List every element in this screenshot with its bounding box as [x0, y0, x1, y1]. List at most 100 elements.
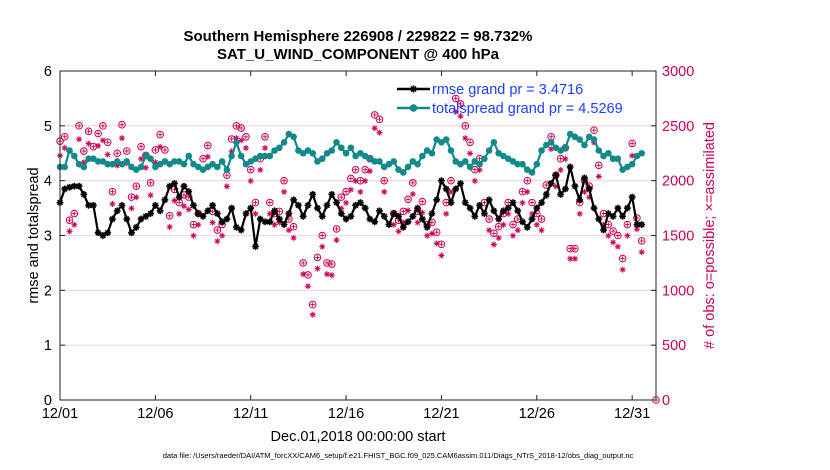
x-tick-label: 12/21 — [423, 406, 459, 422]
spread-point — [581, 141, 588, 149]
spread-point — [85, 155, 92, 163]
obs-assimilated-markers — [57, 108, 645, 318]
obs-possible-point — [485, 215, 493, 223]
obs-assimilated-point — [104, 151, 111, 158]
obs-assimilated-point — [409, 191, 416, 198]
obs-possible-point — [132, 182, 141, 190]
obs-possible-point — [418, 197, 427, 206]
obs-assimilated-point — [257, 166, 264, 173]
rmse-point — [213, 210, 221, 217]
obs-assimilated-point — [595, 173, 602, 180]
obs-assimilated-point — [343, 199, 350, 206]
rmse-point — [471, 212, 479, 220]
rmse-point — [428, 210, 436, 217]
rmse-point — [466, 204, 474, 212]
spread-point — [490, 138, 498, 146]
spread-point — [123, 158, 131, 165]
obs-assimilated-point — [447, 188, 454, 195]
spread-point — [261, 152, 269, 160]
obs-possible-point — [461, 122, 470, 130]
obs-assimilated-point — [324, 271, 331, 278]
rmse-point — [519, 218, 526, 226]
obs-assimilated-point — [490, 241, 497, 248]
obs-possible-point — [637, 237, 646, 245]
obs-possible-point — [94, 129, 102, 138]
obs-assimilated-point — [109, 200, 116, 207]
rmse-point — [614, 204, 622, 212]
obs-assimilated-point — [300, 271, 307, 278]
obs-possible-point — [213, 226, 222, 234]
spread-point — [390, 158, 398, 165]
x-tick-label: 12/01 — [42, 406, 78, 422]
rmse-point — [280, 221, 288, 228]
obs-assimilated-point — [381, 188, 388, 195]
rmse-point — [309, 190, 317, 198]
spread-point — [457, 160, 464, 168]
obs-assimilated-point — [247, 177, 254, 184]
rmse-point — [409, 212, 417, 220]
obs-assimilated-point — [285, 227, 292, 234]
spread-point — [295, 147, 302, 154]
spread-point — [104, 160, 111, 168]
obs-possible-point — [409, 179, 417, 187]
rmse-point — [123, 215, 131, 223]
rmse-point — [390, 210, 398, 217]
obs-assimilated-point — [95, 142, 102, 149]
spread-point — [452, 158, 460, 165]
spread-point — [299, 149, 307, 157]
rmse-point — [371, 218, 379, 226]
obs-possible-point — [614, 231, 622, 240]
rmse-point — [256, 215, 264, 223]
obs-possible-point — [232, 122, 241, 130]
obs-assimilated-point — [195, 221, 202, 228]
x-tick-label: 12/06 — [137, 406, 173, 422]
obs-assimilated-point — [405, 207, 412, 214]
obs-possible-point — [318, 231, 327, 240]
spread-point — [256, 152, 264, 160]
obs-possible-point — [332, 225, 341, 233]
rmse-point — [156, 207, 164, 215]
spread-point — [628, 160, 636, 168]
rmse-point — [442, 185, 450, 193]
spread-point — [409, 158, 417, 165]
spread-point — [75, 160, 83, 168]
obs-possible-point — [528, 198, 536, 207]
x-axis-label: Dec.01,2018 00:00:00 start — [271, 429, 446, 445]
obs-possible-point — [337, 193, 346, 201]
rmse-point — [304, 201, 312, 209]
obs-assimilated-point — [214, 238, 221, 245]
rmse-point — [447, 199, 455, 206]
y-right-tick-label: 3000 — [662, 64, 694, 80]
spread-point — [495, 149, 502, 157]
legend: rmse grand pr = 3.4716 totalspread grand… — [397, 82, 623, 117]
rmse-point — [142, 212, 150, 220]
obs-assimilated-point — [309, 311, 316, 318]
rmse-point — [80, 190, 88, 198]
obs-possible-point — [80, 147, 88, 155]
obs-assimilated-point — [281, 188, 288, 195]
obs-assimilated-point — [185, 206, 192, 213]
spread-point — [538, 147, 545, 154]
rmse-point — [190, 201, 197, 209]
obs-assimilated-point — [128, 205, 135, 212]
obs-assimilated-point — [514, 227, 521, 234]
rmse-point — [609, 212, 617, 220]
spread-point — [466, 163, 474, 171]
obs-assimilated-point — [500, 221, 507, 228]
obs-assimilated-point — [209, 219, 216, 226]
rmse-point — [552, 171, 560, 179]
spread-point — [252, 155, 259, 163]
obs-assimilated-point — [624, 232, 631, 239]
rmse-point — [151, 201, 159, 209]
spread-point — [147, 155, 154, 163]
rmse-point — [533, 204, 541, 212]
rmse-point — [161, 196, 169, 204]
obs-assimilated-point — [457, 113, 464, 120]
obs-assimilated-point — [138, 155, 145, 162]
obs-possible-point — [571, 244, 579, 253]
spread-point — [90, 155, 97, 163]
rmse-point — [185, 188, 193, 196]
spread-point — [66, 147, 73, 154]
rmse-point — [128, 229, 135, 237]
spread-point — [247, 158, 255, 165]
